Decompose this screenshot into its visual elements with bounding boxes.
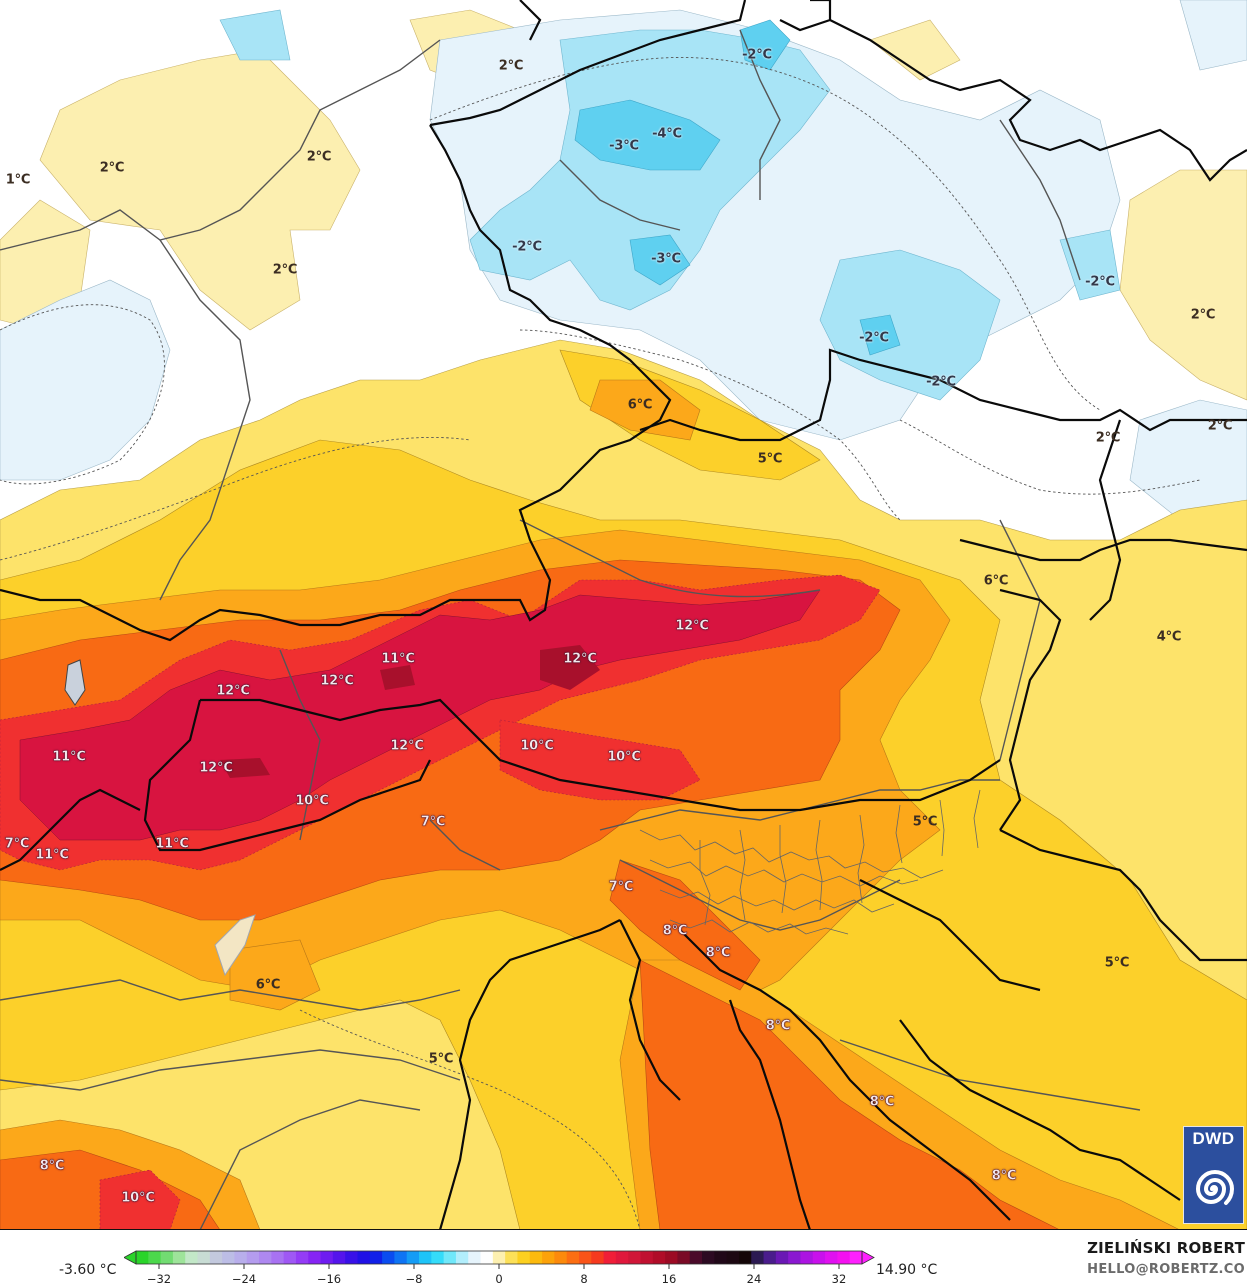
- colorbar-tick-label: 32: [831, 1272, 847, 1286]
- temperature-label: 12°C: [675, 618, 709, 634]
- colorbar-tick-label: −24: [231, 1272, 257, 1286]
- temperature-label: 12°C: [199, 760, 233, 776]
- colorbar-tick-label: 24: [746, 1272, 762, 1286]
- deep-blue-regions: [574, 19, 901, 356]
- temperature-label: 2°C: [99, 160, 125, 176]
- temperature-label: 5°C: [1104, 955, 1130, 971]
- temperature-label: 6°C: [627, 397, 653, 413]
- spiral-icon: [1195, 1170, 1235, 1205]
- temperature-label: 10°C: [121, 1190, 155, 1206]
- colorbar-tick-label: 16: [661, 1272, 677, 1286]
- temperature-label: 8°C: [39, 1158, 65, 1174]
- temperature-label: 5°C: [912, 814, 938, 830]
- temperature-map: 2°C -2°C -3°C -4°C 1°C 2°C 2°C 2°C -2°C -3°C -2°C 2…: [0, 0, 1247, 1230]
- temperature-label: 7°C: [608, 879, 634, 895]
- colorbar-tick-label: −8: [405, 1272, 423, 1286]
- lake-shape-2: [64, 659, 86, 706]
- temperature-label: 5°C: [428, 1051, 454, 1067]
- temperature-label: 8°C: [869, 1094, 895, 1110]
- temperature-label: 8°C: [765, 1018, 791, 1034]
- temperature-label: 2°C: [498, 58, 524, 74]
- temperature-label: 4°C: [1156, 629, 1182, 645]
- temperature-label: 8°C: [991, 1168, 1017, 1184]
- temperature-label: 2°C: [306, 149, 332, 165]
- temperature-field: [0, 0, 1247, 1229]
- temperature-label: 2°C: [1207, 418, 1233, 434]
- lake-shape: [214, 914, 256, 977]
- max-temperature-label: 14.90 °C: [876, 1262, 938, 1278]
- temperature-label: 12°C: [320, 673, 354, 689]
- temperature-label: 8°C: [705, 945, 731, 961]
- temperature-label: 11°C: [35, 847, 69, 863]
- temperature-label: 5°C: [757, 451, 783, 467]
- municipal-borders: [639, 789, 981, 935]
- national-borders: [0, 0, 1247, 1229]
- temperature-label: -2°C: [742, 47, 772, 63]
- temperature-label: -2°C: [859, 330, 889, 346]
- temperature-label: 10°C: [607, 749, 641, 765]
- temperature-label: 2°C: [272, 262, 298, 278]
- colorbar-tick-label: 8: [580, 1272, 588, 1286]
- temperature-label: -2°C: [1085, 274, 1115, 290]
- pale-yellow-regions: [0, 9, 1247, 401]
- temperature-label: 8°C: [662, 923, 688, 939]
- dark-red-regions: [220, 645, 600, 778]
- dwd-logo-text: DWD: [1192, 1129, 1235, 1148]
- author-credit: ZIELIŃSKI ROBERT: [1087, 1239, 1245, 1257]
- temperature-label: 12°C: [563, 651, 597, 667]
- temperature-label: -2°C: [512, 239, 542, 255]
- temperature-label: 7°C: [420, 814, 446, 830]
- temperature-label: 11°C: [52, 749, 86, 765]
- temperature-label: 11°C: [381, 651, 415, 667]
- temperature-label: -3°C: [609, 138, 639, 154]
- temperature-label: -2°C: [926, 374, 956, 390]
- colorbar-tick-label: −16: [316, 1272, 342, 1286]
- temperature-label: 2°C: [1190, 307, 1216, 323]
- crimson-regions: [19, 589, 821, 841]
- dwd-logo: DWD: [1183, 1126, 1244, 1224]
- region-borders: [0, 29, 1141, 1229]
- min-temperature-label: -3.60 °C: [59, 1262, 117, 1278]
- temperature-label: 6°C: [255, 977, 281, 993]
- temperature-label: 7°C: [4, 836, 30, 852]
- temperature-label: 10°C: [520, 738, 554, 754]
- dashed-contours: [0, 57, 1201, 1229]
- colorbar: [124, 1250, 875, 1269]
- colorbar-tick-label: 0: [495, 1272, 503, 1286]
- temperature-label: 1°C: [5, 172, 31, 188]
- temperature-label: 6°C: [983, 573, 1009, 589]
- author-email: HELLO@ROBERTZ.CO: [1087, 1262, 1245, 1277]
- temperature-label: 2°C: [1095, 430, 1121, 446]
- temperature-label: 12°C: [216, 683, 250, 699]
- temperature-label: 11°C: [155, 836, 189, 852]
- temperature-label: -4°C: [652, 126, 682, 142]
- temperature-label: 10°C: [295, 793, 329, 809]
- temperature-label: 12°C: [390, 738, 424, 754]
- colorbar-tick-label: −32: [146, 1272, 172, 1286]
- temperature-label: -3°C: [651, 251, 681, 267]
